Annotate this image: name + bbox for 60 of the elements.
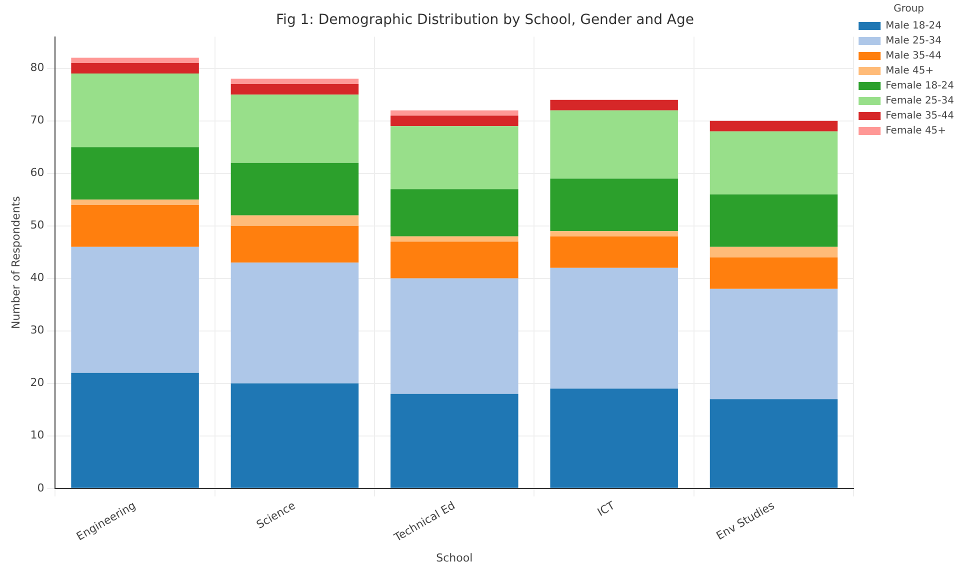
bar xyxy=(230,262,359,384)
legend-label: Male 35-44 xyxy=(886,50,942,62)
bar xyxy=(230,94,359,163)
bar xyxy=(71,58,199,64)
legend-label: Female 25-34 xyxy=(886,96,954,107)
legend-label: Male 25-34 xyxy=(886,36,942,47)
bar xyxy=(390,278,518,394)
bar xyxy=(230,84,359,95)
bar xyxy=(71,63,199,74)
bar xyxy=(550,388,678,488)
chart-title: Fig 1: Demographic Distribution by School, Gender and Age xyxy=(276,12,694,28)
bar xyxy=(390,110,518,116)
bar xyxy=(230,226,359,263)
legend-label: Female 35-44 xyxy=(886,110,954,122)
bar xyxy=(710,131,838,194)
bar xyxy=(550,110,678,179)
y-tick-label: 20 xyxy=(30,376,44,390)
legend-label: Male 18-24 xyxy=(886,20,942,32)
bar xyxy=(390,116,518,126)
bar xyxy=(710,120,838,132)
bar xyxy=(710,194,838,247)
bar xyxy=(710,257,838,289)
bar xyxy=(710,288,838,400)
bar xyxy=(71,246,199,373)
bar xyxy=(71,147,199,200)
bar xyxy=(390,189,518,236)
x-axis-title: School xyxy=(436,551,473,564)
bar xyxy=(230,215,359,226)
x-tick-label: ICT xyxy=(595,498,618,520)
y-tick-label: 50 xyxy=(30,218,44,232)
y-tick-label: 40 xyxy=(30,271,44,284)
bar xyxy=(71,74,199,148)
bar xyxy=(71,372,199,488)
bar xyxy=(230,78,359,84)
legend-label: Male 45+ xyxy=(886,66,934,77)
legend-title: Group xyxy=(894,4,924,15)
bar xyxy=(71,200,199,205)
bar xyxy=(710,399,838,488)
y-tick-label: 30 xyxy=(30,324,44,337)
bar xyxy=(550,236,678,268)
legend-label: Female 45+ xyxy=(886,126,946,137)
y-axis-title: Number of Respondents xyxy=(9,196,22,330)
bar xyxy=(390,394,518,488)
bar xyxy=(230,162,359,216)
bar xyxy=(550,178,678,232)
y-tick-label: 0 xyxy=(37,481,44,494)
bar xyxy=(710,246,838,258)
bar xyxy=(390,242,518,278)
y-tick-label: 80 xyxy=(30,61,44,74)
bar xyxy=(550,231,678,236)
bar xyxy=(390,126,518,190)
bar xyxy=(390,236,518,242)
bar xyxy=(230,383,359,488)
y-tick-label: 10 xyxy=(30,428,44,442)
y-tick-label: 60 xyxy=(30,166,44,180)
bar xyxy=(550,100,678,110)
bar xyxy=(550,268,678,389)
legend-label: Female 18-24 xyxy=(886,80,954,92)
bar xyxy=(71,204,199,247)
y-tick-label: 70 xyxy=(30,114,44,127)
